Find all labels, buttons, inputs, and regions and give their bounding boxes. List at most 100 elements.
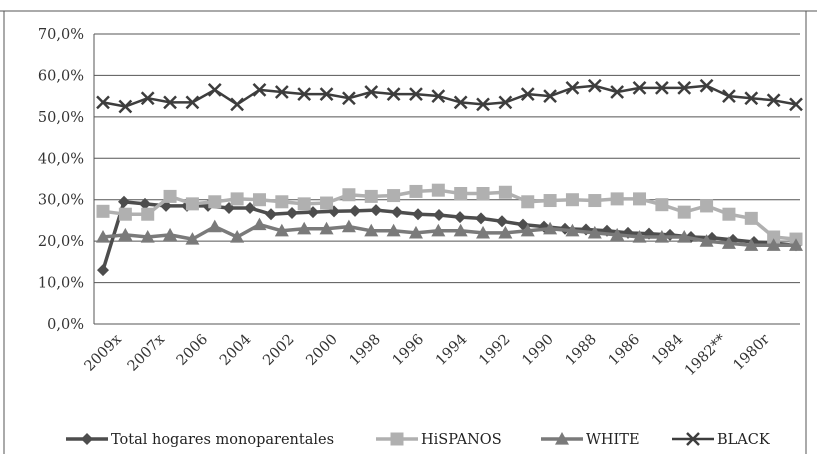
data-point-x: [654, 80, 669, 95]
x-tick-label: 1982**: [682, 331, 730, 379]
data-point-triangle: [789, 238, 803, 251]
legend-item-hispanos: HiSPANOS: [376, 432, 502, 448]
data-point-square: [700, 199, 714, 213]
data-point-x: [632, 80, 647, 95]
data-point-x: [274, 85, 289, 99]
data-point-diamond: [496, 215, 508, 228]
data-point-square: [163, 189, 177, 203]
data-point-triangle: [721, 236, 736, 249]
data-point-diamond: [139, 197, 151, 210]
data-point-square: [744, 211, 758, 225]
data-point-x: [118, 99, 133, 114]
data-point-x: [722, 89, 736, 104]
data-point-square: [141, 207, 155, 221]
data-point-square: [633, 192, 647, 206]
data-point-x: [297, 87, 312, 101]
data-point-triangle: [565, 223, 580, 237]
plot-area: [96, 78, 803, 277]
data-point-square: [297, 197, 311, 211]
data-point-x: [699, 78, 714, 93]
data-point-diamond: [412, 208, 424, 221]
data-point-x: [587, 78, 602, 93]
data-point-x: [766, 93, 781, 108]
data-point-square: [431, 183, 445, 197]
x-tick-label: 2000: [303, 332, 340, 369]
data-point-square: [543, 194, 557, 208]
data-point-triangle: [341, 219, 356, 233]
data-point-diamond: [265, 208, 277, 221]
data-point-square: [342, 188, 356, 202]
data-point-triangle: [140, 230, 155, 243]
data-point-diamond: [433, 209, 445, 222]
data-point-x: [319, 87, 334, 101]
data-point-square: [96, 204, 110, 218]
data-point-triangle: [610, 227, 625, 241]
x-tick-label: 1986: [606, 332, 643, 369]
data-point-square: [677, 205, 691, 219]
data-point-square: [118, 207, 132, 221]
data-point-triangle: [677, 230, 692, 243]
data-point-triangle: [543, 221, 558, 235]
legend-label: HiSPANOS: [421, 432, 502, 448]
data-point-x: [342, 91, 356, 106]
data-point-triangle: [230, 230, 245, 243]
data-point-x: [386, 87, 401, 101]
data-point-square: [767, 230, 781, 244]
data-point-square: [390, 432, 404, 446]
y-tick-label: 60,0%: [38, 68, 84, 84]
y-axis: 0,0% 10,0% 20,0% 30,0% 40,0% 50,0% 60,0% 70,0%: [38, 27, 95, 333]
data-point-x: [789, 97, 803, 112]
data-point-square: [521, 195, 535, 209]
data-point-triangle: [453, 223, 468, 237]
x-axis: 2009x 2007x 2006 2004 2002 2000 1998 1996 1994 19…: [82, 331, 773, 379]
data-point-diamond: [286, 206, 298, 219]
data-point-x: [431, 89, 446, 104]
data-point-square: [610, 192, 624, 206]
data-point-triangle: [386, 223, 401, 237]
data-point-square: [230, 192, 244, 206]
y-tick-label: 0,0%: [47, 317, 84, 333]
data-point-x: [364, 85, 379, 99]
data-point-triangle: [297, 221, 312, 235]
data-point-x: [744, 91, 759, 106]
data-point-triangle: [319, 221, 334, 235]
data-point-x: [185, 95, 200, 110]
data-point-triangle: [587, 225, 602, 239]
data-point-triangle: [654, 230, 669, 243]
data-point-square: [185, 197, 199, 211]
data-point-triangle: [520, 223, 535, 237]
y-tick-label: 40,0%: [38, 151, 84, 167]
series-black: [96, 78, 803, 114]
x-tick-label: 1994: [433, 332, 470, 369]
gridlines: [94, 33, 800, 325]
y-tick-label: 20,0%: [38, 234, 84, 250]
data-point-diamond: [97, 264, 109, 277]
x-tick-label: 2007x: [125, 332, 168, 375]
data-point-x: [453, 95, 468, 110]
x-tick-label: 2006: [174, 332, 211, 369]
x-tick-label: 2002: [260, 332, 297, 369]
x-tick-label: 1996: [390, 332, 427, 369]
data-point-triangle: [96, 230, 110, 243]
series-hispanos: [96, 183, 803, 246]
legend-item-white: WHITE: [541, 432, 640, 448]
data-point-square: [409, 184, 423, 198]
data-point-square: [476, 187, 490, 200]
data-point-x: [163, 95, 177, 110]
legend-label: WHITE: [586, 432, 640, 448]
data-point-triangle: [632, 230, 647, 243]
data-point-triangle: [185, 232, 200, 245]
data-point-square: [252, 193, 266, 207]
data-point-triangle: [118, 227, 133, 241]
data-point-x: [498, 95, 513, 110]
data-point-x: [409, 87, 423, 101]
data-point-triangle: [207, 219, 222, 233]
data-point-triangle: [364, 223, 379, 237]
legend-item-black: BLACK: [672, 432, 771, 448]
data-point-square: [364, 189, 378, 203]
data-point-x: [252, 83, 267, 97]
legend-label: Total hogares monoparentales: [111, 432, 334, 448]
data-point-square: [387, 189, 401, 203]
data-point-x: [565, 80, 580, 95]
